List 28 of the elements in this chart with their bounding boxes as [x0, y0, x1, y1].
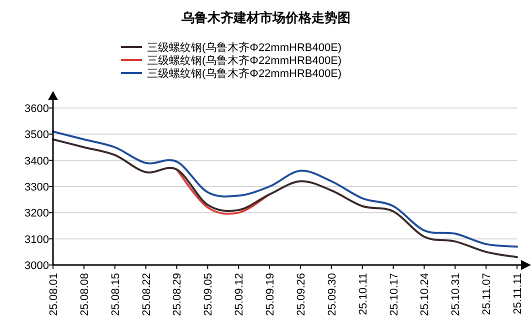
x-tick-label: 25.08.22	[140, 273, 153, 316]
x-tick-label: 25.09.19	[264, 273, 277, 316]
x-tick-label: 25.10.11	[357, 273, 370, 316]
x-tick-label: 25.08.01	[48, 273, 60, 316]
chart-title: 乌鲁木齐建材市场价格走势图	[180, 10, 350, 25]
line-series	[176, 168, 271, 215]
x-tick-label: 25.10.17	[388, 273, 400, 316]
y-tick-label: 3500	[24, 129, 49, 142]
y-tick-label: 3400	[24, 155, 49, 168]
x-tick-label: 25.09.30	[326, 273, 338, 316]
legend-label: 三级螺纹钢(乌鲁木齐Φ22mmHRB400E)	[147, 54, 342, 67]
x-tick-label: 25.09.12	[234, 273, 246, 316]
legend-label: 三级螺纹钢(乌鲁木齐Φ22mmHRB400E)	[147, 41, 342, 54]
x-tick-label: 25.09.05	[202, 273, 215, 316]
y-tick-label: 3300	[24, 182, 49, 194]
y-tick-label: 3600	[24, 103, 49, 115]
x-tick-label: 25.11.07	[481, 273, 494, 316]
x-tick-label: 25.11.11	[512, 273, 524, 314]
y-tick-label: 3100	[24, 234, 49, 246]
x-tick-label: 25.08.29	[172, 273, 184, 316]
legend-label: 三级螺纹钢(乌鲁木齐Φ22mmHRB400E)	[147, 67, 342, 80]
y-tick-label: 3000	[24, 260, 49, 272]
x-tick-label: 25.10.31	[450, 273, 462, 316]
x-tick-label: 25.10.24	[419, 273, 432, 316]
x-tick-label: 25.08.15	[110, 273, 122, 316]
x-tick-label: 25.08.08	[78, 273, 91, 316]
y-tick-label: 3200	[24, 208, 49, 220]
x-tick-label: 25.09.26	[295, 273, 308, 316]
